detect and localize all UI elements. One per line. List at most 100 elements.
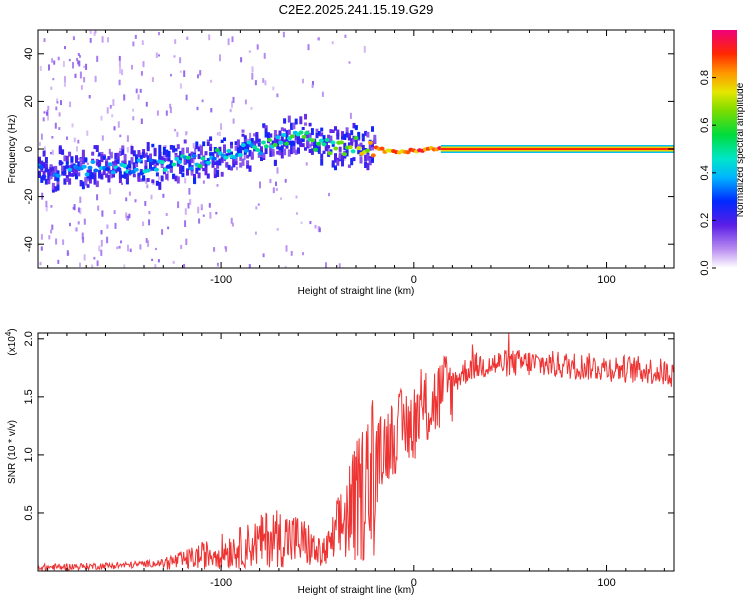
spectrogram-noise-cell [50, 152, 52, 155]
spectrogram-noise-cell [185, 94, 188, 101]
spectrogram-band-cell [47, 176, 51, 185]
spectrogram-noise-cell [64, 76, 66, 83]
spectrogram-band-cell [248, 165, 252, 172]
spectrogram-noise-cell [167, 226, 170, 230]
spectrogram-band-cell [98, 171, 102, 179]
spectrogram-band-cell [179, 155, 183, 161]
spectrogram-noise-cell [240, 57, 243, 63]
spectrogram-noise-cell [272, 187, 275, 194]
spectrogram-band-cell [47, 169, 51, 175]
spectrogram-band-cell [324, 143, 328, 152]
spectrogram-ridge-blob [347, 145, 353, 150]
bottom-axes: -100 0 100 0.5 1.0 1.5 2.0 [23, 331, 674, 589]
spectrogram-band-cell [86, 174, 90, 179]
spectrogram-ridge-blob [339, 140, 344, 145]
spectrogram-noise-cell [251, 66, 254, 73]
spectrogram-band-cell [359, 156, 363, 164]
spectrogram-noise-cell [73, 137, 76, 143]
spectrogram-noise-cell [216, 184, 219, 187]
spectrogram-band-cell [183, 158, 187, 165]
spectrogram-ridge-blob [304, 130, 310, 135]
spectrogram-band-cell [371, 156, 374, 163]
spectrogram-noise-cell [295, 195, 298, 199]
spectrogram-band-cell [299, 138, 303, 146]
spectrogram-noise-cell [118, 79, 121, 86]
spectrogram-noise-cell [300, 221, 303, 224]
spectrogram-band-cell [174, 175, 178, 182]
spectrogram-noise-cell [114, 222, 117, 229]
spectrogram-noise-cell [145, 238, 148, 243]
spectrogram-noise-cell [74, 73, 77, 78]
spectrogram-noise-cell [254, 80, 257, 86]
bottom-x-axis-label: Height of straight line (km) [298, 585, 415, 596]
spectrogram-ridge-blob [133, 167, 139, 172]
spectrogram-band-cell [255, 134, 259, 140]
spectrogram-band-cell [70, 156, 74, 163]
spectrogram-band-cell [230, 166, 233, 171]
spectrogram-noise-cell [45, 200, 48, 208]
spectrogram-band-cell [204, 167, 208, 176]
spectrogram-band-cell [269, 133, 273, 138]
spectrogram-ridge-blob [174, 156, 180, 161]
spectrogram-band-cell [250, 138, 254, 143]
spectrogram-noise-cell [55, 238, 58, 245]
spectrogram-band-cell [130, 147, 134, 155]
bottom-y-tick-label: 1.0 [23, 447, 35, 462]
spectrogram-band-cell [216, 151, 220, 158]
spectrogram-band-cell [188, 163, 192, 170]
snr-layer [38, 333, 674, 571]
spectrogram-noise-cell [263, 52, 266, 59]
spectrogram-noise-cell [68, 58, 71, 62]
spectrogram-band-cell [109, 173, 113, 179]
spectrogram-band-cell [248, 150, 252, 157]
spectrogram-band-cell [155, 180, 159, 186]
spectrogram-ridge-blob [90, 160, 96, 164]
spectrogram-band-cell [132, 164, 136, 170]
spectrogram-noise-cell [118, 245, 121, 249]
spectrogram-band-cell [354, 139, 358, 147]
spectrogram-noise-cell [72, 62, 74, 69]
spectrogram-band-cell [341, 136, 344, 140]
spectrogram-ridge-blob [321, 142, 327, 147]
spectrogram-band-cell [183, 139, 187, 144]
spectrogram-band-cell [292, 140, 296, 146]
spectrogram-band-cell [186, 169, 189, 176]
spectrogram-noise-cell [327, 146, 330, 153]
spectrogram-noise-cell [118, 60, 121, 68]
spectrogram-noise-cell [77, 60, 79, 65]
colorbar-ticks: 0.0 0.2 0.4 0.6 0.8 [699, 70, 716, 276]
spectrogram-noise-cell [139, 244, 142, 250]
spectrogram-noise-cell [285, 245, 288, 252]
spectrogram-band-cell [366, 162, 370, 171]
spectrogram-band-cell [160, 175, 164, 182]
spectrogram-ridge-blob [289, 134, 295, 139]
spectrogram-band-cell [234, 161, 238, 166]
spectrogram-band-cell [197, 153, 201, 160]
spectrogram-noise-cell [225, 246, 228, 252]
spectrogram-band-cell [271, 148, 275, 153]
spectrogram-noise-cell [307, 44, 310, 51]
spectrogram-noise-cell [121, 182, 123, 185]
spectrogram-noise-cell [100, 230, 103, 235]
spectrogram-band-cell [264, 125, 268, 132]
spectrogram-band-cell [320, 127, 324, 132]
spectrogram-noise-cell [40, 133, 43, 140]
spectrogram-band-cell [273, 160, 277, 166]
spectrogram-band-cell [195, 141, 199, 149]
spectrogram-band-cell [98, 152, 102, 157]
spectrogram-ridge-blob [275, 135, 281, 140]
spectrogram-band-cell [125, 175, 129, 183]
spectrogram-noise-cell [259, 181, 261, 189]
spectrogram-noise-cell [62, 61, 65, 67]
spectrogram-band-cell [81, 181, 85, 190]
spectrogram-noise-cell [165, 110, 168, 116]
spectrogram-noise-cell [192, 143, 195, 148]
spectrogram-band-cell [271, 140, 275, 146]
spectrogram-noise-cell [107, 37, 109, 43]
spectrogram-band-cell [269, 146, 273, 151]
spectrogram-noise-cell [120, 240, 122, 244]
spectrogram-noise-cell [72, 36, 75, 41]
spectrogram-noise-cell [163, 154, 165, 161]
spectrogram-noise-cell [113, 210, 116, 214]
spectrogram-ridge-blob [70, 172, 76, 177]
